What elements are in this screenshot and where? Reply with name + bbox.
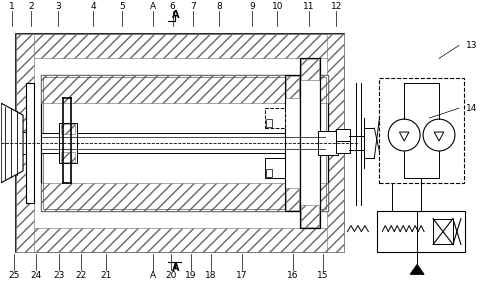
Text: 14: 14 [465,104,477,113]
Text: 20: 20 [165,271,177,280]
Bar [264,158,284,178]
Bar [16,228,344,252]
Bar [41,133,324,153]
Text: 18: 18 [204,271,216,280]
Text: 19: 19 [185,271,196,280]
Text: 7: 7 [190,2,195,11]
Bar [43,77,325,209]
Polygon shape [433,132,443,141]
Text: 22: 22 [75,271,86,280]
Text: 16: 16 [287,271,298,280]
Text: A: A [150,271,156,280]
Text: 24: 24 [30,271,42,280]
Bar [285,76,298,98]
Bar [265,119,271,127]
Polygon shape [398,132,408,141]
Text: A: A [150,2,156,11]
Bar [335,141,350,153]
Text: 6: 6 [169,2,175,11]
Text: 13: 13 [465,41,477,50]
Text: 1: 1 [9,2,14,11]
Bar [16,33,344,252]
Polygon shape [1,103,23,183]
Bar [376,211,464,252]
Bar [16,33,344,58]
Bar [26,83,34,203]
Bar [41,75,327,211]
Bar [264,108,284,128]
Text: 11: 11 [302,2,314,11]
Bar [379,78,463,183]
Text: 15: 15 [316,271,328,280]
Bar [59,123,77,163]
Bar [6,132,26,154]
Text: A: A [171,263,179,273]
Bar [317,131,337,155]
Bar [284,75,299,211]
Bar [300,59,318,80]
Text: 17: 17 [236,271,247,280]
Bar [41,75,327,103]
Text: 23: 23 [53,271,64,280]
Bar [285,188,298,210]
Text: 9: 9 [249,2,255,11]
Text: 5: 5 [119,2,125,11]
Text: 2: 2 [28,2,34,11]
Text: 8: 8 [216,2,221,11]
Text: 25: 25 [8,271,20,280]
Text: 12: 12 [330,2,341,11]
Bar [265,169,271,177]
Text: 21: 21 [101,271,112,280]
Bar [11,136,21,150]
Text: 10: 10 [271,2,283,11]
Bar [61,152,75,162]
Bar [41,183,327,211]
Bar [16,33,34,252]
Bar [335,129,350,141]
Bar [300,205,318,227]
Bar [432,219,452,245]
Text: 4: 4 [90,2,96,11]
Bar [61,124,75,134]
Polygon shape [409,264,423,274]
Bar [299,58,319,228]
Text: 3: 3 [55,2,60,11]
Bar [326,33,344,252]
Text: A: A [171,10,179,20]
